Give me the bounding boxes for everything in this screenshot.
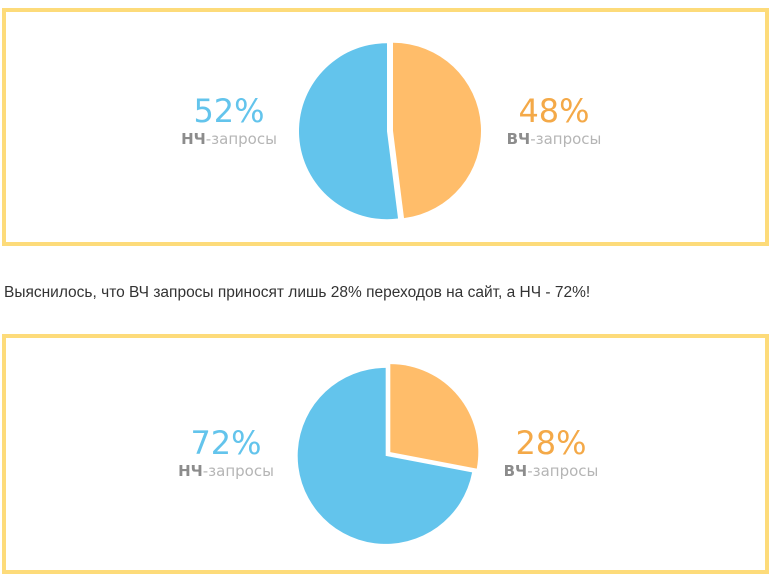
pie-slice-nch-bottom [297,367,473,544]
summary-text: Выяснилось, что ВЧ запросы приносят лишь… [4,284,591,301]
legend-left-bottom: 72% НЧ-запросы [146,424,306,480]
pie-slice-vch-top [392,42,481,219]
chart-panel-top: 52% НЧ-запросы 48% ВЧ-запросы [2,8,769,246]
caption-rest-nch-bottom: -запросы [202,462,274,480]
caption-bold-nch-bottom: НЧ [178,462,203,480]
caption-vch-top: ВЧ-запросы [474,130,634,148]
caption-nch-top: НЧ-запросы [149,130,309,148]
pie-slice-nch-top [299,43,399,220]
percent-label-vch-bottom: 28% [515,424,587,462]
caption-rest-vch-top: -запросы [530,130,602,148]
legend-right-bottom: 28% ВЧ-запросы [471,424,631,480]
legend-right-top: 48% ВЧ-запросы [474,92,634,148]
caption-vch-bottom: ВЧ-запросы [471,462,631,480]
chart-panel-bottom: 72% НЧ-запросы 28% ВЧ-запросы [2,334,769,574]
pie-chart-top [299,42,481,220]
caption-bold-nch-top: НЧ [181,130,206,148]
caption-bold-vch-bottom: ВЧ [503,462,528,480]
legend-left-top: 52% НЧ-запросы [149,92,309,148]
percent-label-vch-top: 48% [518,92,590,130]
caption-rest-vch-bottom: -запросы [527,462,599,480]
pie-slice-vch-bottom [390,364,479,469]
caption-rest-nch-top: -запросы [205,130,277,148]
caption-nch-bottom: НЧ-запросы [146,462,306,480]
percent-label-nch-bottom: 72% [190,424,262,462]
percent-label-nch-top: 52% [193,92,265,130]
pie-chart-bottom [297,364,479,544]
caption-bold-vch-top: ВЧ [506,130,531,148]
